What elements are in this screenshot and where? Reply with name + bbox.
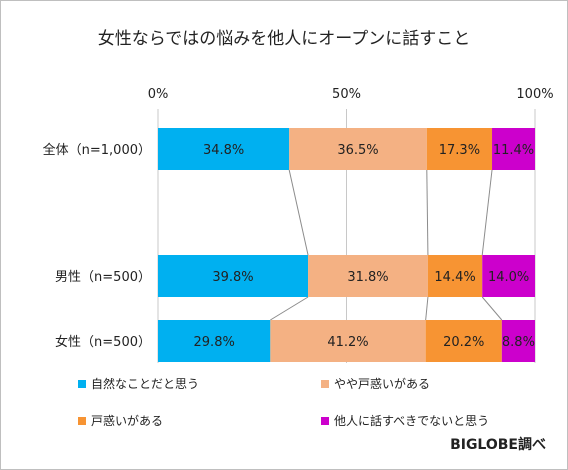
legend-label: 他人に話すべきでないと思う — [334, 413, 489, 428]
data-label: 34.8% — [203, 143, 244, 158]
data-label: 29.8% — [194, 335, 235, 350]
connector-line — [481, 296, 503, 321]
legend-swatch — [78, 380, 86, 388]
bar-segment-やや戸惑いがある — [270, 320, 426, 362]
bar-segment-戸惑いがある — [425, 320, 502, 362]
bar-segment-自然なことだと思う — [158, 320, 271, 362]
connector-line — [288, 169, 309, 256]
row-label: 全体（n=1,000） — [43, 142, 151, 158]
x-axis-ticks: 0% 50% 100% — [148, 87, 554, 102]
x-tick-label: 100% — [516, 87, 553, 102]
legend-swatch — [321, 417, 329, 425]
bar-segment-他人に話すべきでないと思う — [482, 255, 535, 297]
bar-segment-やや戸惑いがある — [289, 128, 427, 170]
row-labels: 全体（n=1,000） 男性（n=500） 女性（n=500） — [43, 142, 151, 350]
bar-segment-自然なことだと思う — [158, 255, 309, 297]
data-label: 31.8% — [347, 270, 388, 285]
legend-swatch — [78, 417, 86, 425]
x-tick-label: 0% — [148, 87, 169, 102]
data-labels: 34.8% 36.5% 17.3% 11.4% 39.8% 31.8% 14.4% 14.0%… — [194, 143, 535, 350]
bars-group — [158, 128, 535, 362]
data-label: 14.0% — [488, 270, 529, 285]
bar-segment-他人に話すべきでないと思う — [501, 320, 535, 362]
chart-title: 女性ならではの悩みを他人にオープンに話すこと — [98, 29, 470, 49]
connector-line — [425, 296, 429, 321]
connector-line — [270, 296, 309, 321]
bar-segment-他人に話すべきでないと思う — [492, 128, 535, 170]
legend-swatch — [321, 380, 329, 388]
legend-label: 自然なことだと思う — [91, 376, 199, 391]
data-label: 41.2% — [327, 335, 368, 350]
source-credit: BIGLOBE調べ — [450, 436, 546, 453]
bar-segment-戸惑いがある — [426, 128, 493, 170]
data-label: 11.4% — [493, 143, 534, 158]
data-label: 17.3% — [439, 143, 480, 158]
connector-line — [426, 169, 429, 256]
x-tick-label: 50% — [332, 87, 361, 102]
bar-segment-自然なことだと思う — [158, 128, 290, 170]
legend-label: やや戸惑いがある — [334, 376, 430, 391]
data-label: 20.2% — [443, 335, 484, 350]
bar-segment-やや戸惑いがある — [308, 255, 428, 297]
data-label: 39.8% — [212, 270, 253, 285]
connector-lines — [270, 169, 503, 321]
legend-label: 戸惑いがある — [91, 413, 163, 428]
bar-segment-戸惑いがある — [427, 255, 483, 297]
data-label: 14.4% — [434, 270, 475, 285]
row-label: 男性（n=500） — [55, 270, 151, 285]
row-label: 女性（n=500） — [55, 334, 151, 350]
data-label: 8.8% — [502, 335, 535, 350]
connector-line — [481, 169, 493, 256]
data-label: 36.5% — [337, 143, 378, 158]
